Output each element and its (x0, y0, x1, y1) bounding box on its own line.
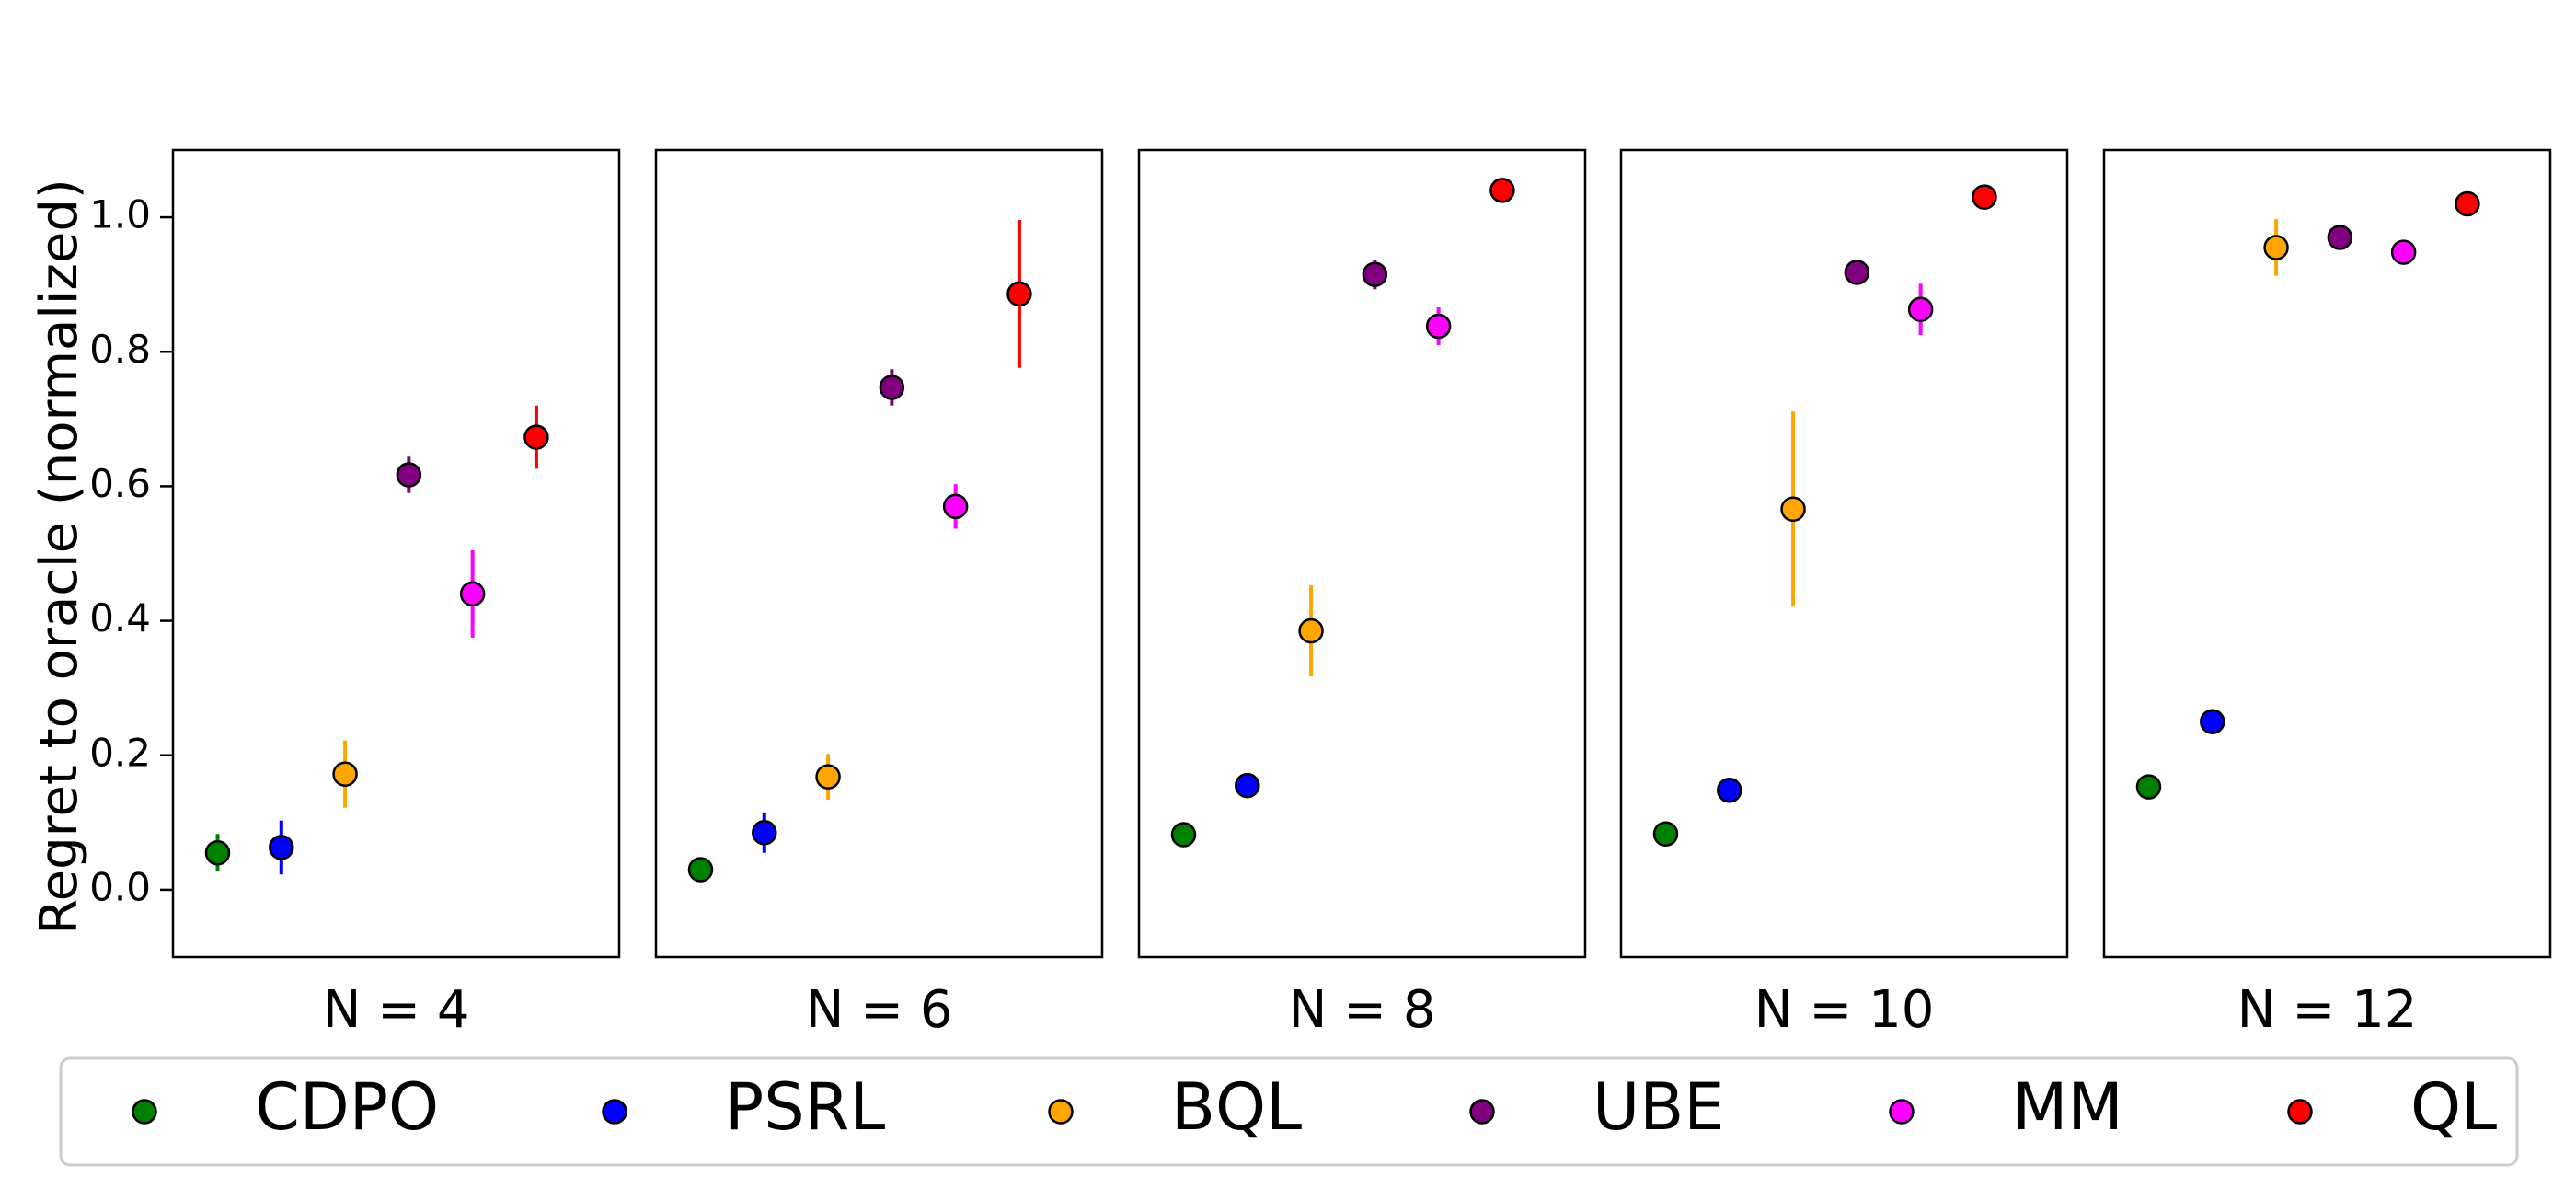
legend-label: PSRL (725, 1069, 885, 1145)
legend-entry-mm: MM (1889, 1069, 2123, 1145)
point-cdpo (1652, 821, 1679, 848)
panel-1: 0.0 0.2 0.4 0.6 0.8 1.0 N = 4 (89, 148, 621, 1040)
legend-entry-bql: BQL (1048, 1069, 1302, 1145)
point-ql (1489, 178, 1515, 203)
panel-label: N = 6 (805, 980, 952, 1040)
panels: 0.0 0.2 0.4 0.6 0.8 1.0 N = 4 N = 6 N = 8 N = 10 N… (89, 148, 2552, 1040)
point-mm (2390, 239, 2417, 265)
legend-frame (59, 1056, 2519, 1167)
legend-entry-ql: QL (2287, 1069, 2497, 1145)
point-cdpo (204, 839, 231, 866)
panel-label: N = 12 (2237, 980, 2418, 1040)
y-tick-label: 0.2 (89, 730, 151, 775)
legend: CDPO PSRL BQL UBE MM QL (59, 1056, 2519, 1167)
legend-label: CDPO (255, 1069, 439, 1145)
legend-marker (1889, 1099, 1915, 1125)
point-bql (1780, 496, 1806, 523)
point-cdpo (687, 857, 714, 883)
y-tick-label: 0.4 (89, 595, 151, 640)
point-ube (396, 462, 422, 488)
point-mm (1425, 313, 1452, 340)
panel-frame (2102, 148, 2552, 959)
y-axis-label: Regret to oracle (normalized) (29, 179, 89, 935)
legend-marker (1048, 1099, 1074, 1125)
legend-label: QL (2410, 1069, 2497, 1145)
legend-marker (1469, 1099, 1495, 1125)
point-ql (1972, 184, 1997, 210)
panel-frame (1137, 148, 1587, 959)
panel-label: N = 8 (1288, 980, 1435, 1040)
legend-label: UBE (1593, 1069, 1725, 1145)
panel-5: N = 12 (2102, 148, 2552, 1040)
point-psrl (1235, 772, 1260, 799)
point-ube (879, 375, 905, 400)
point-psrl (1717, 778, 1742, 803)
point-ube (1844, 260, 1870, 285)
legend-marker (602, 1099, 627, 1125)
panel-frame (171, 148, 621, 959)
point-bql (1298, 617, 1324, 644)
point-bql (332, 761, 358, 787)
legend-entry-cdpo: CDPO (132, 1069, 439, 1145)
panel-4: N = 10 (1619, 148, 2069, 1040)
legend-marker (132, 1099, 157, 1125)
y-tick-label: 0.0 (89, 864, 151, 909)
panel-label: N = 10 (1754, 980, 1935, 1040)
legend-label: MM (2012, 1069, 2123, 1145)
point-ql (2455, 190, 2480, 217)
point-psrl (2200, 709, 2225, 734)
panel-2: N = 6 (654, 148, 1104, 1040)
legend-entry-psrl: PSRL (602, 1069, 885, 1145)
panel-label: N = 4 (322, 980, 469, 1040)
point-ql (1006, 281, 1032, 307)
point-ql (523, 424, 549, 450)
point-mm (1907, 296, 1934, 322)
legend-entry-ube: UBE (1469, 1069, 1725, 1145)
point-cdpo (2135, 774, 2162, 800)
point-psrl (752, 820, 777, 846)
point-ube (1362, 261, 1388, 287)
point-cdpo (1170, 822, 1197, 848)
legend-label: BQL (1171, 1069, 1302, 1145)
panel-frame (1619, 148, 2069, 959)
point-ube (2327, 225, 2353, 250)
panel-frame (654, 148, 1104, 959)
point-bql (2263, 235, 2289, 260)
panel-3: N = 8 (1137, 148, 1587, 1040)
y-tick-label: 1.0 (89, 192, 151, 237)
point-mm (459, 581, 486, 607)
legend-marker (2287, 1099, 2313, 1125)
y-tick-label: 0.8 (89, 327, 151, 372)
point-bql (815, 764, 841, 790)
point-mm (942, 493, 969, 520)
y-tick-label: 0.6 (89, 461, 151, 506)
point-psrl (269, 835, 294, 860)
